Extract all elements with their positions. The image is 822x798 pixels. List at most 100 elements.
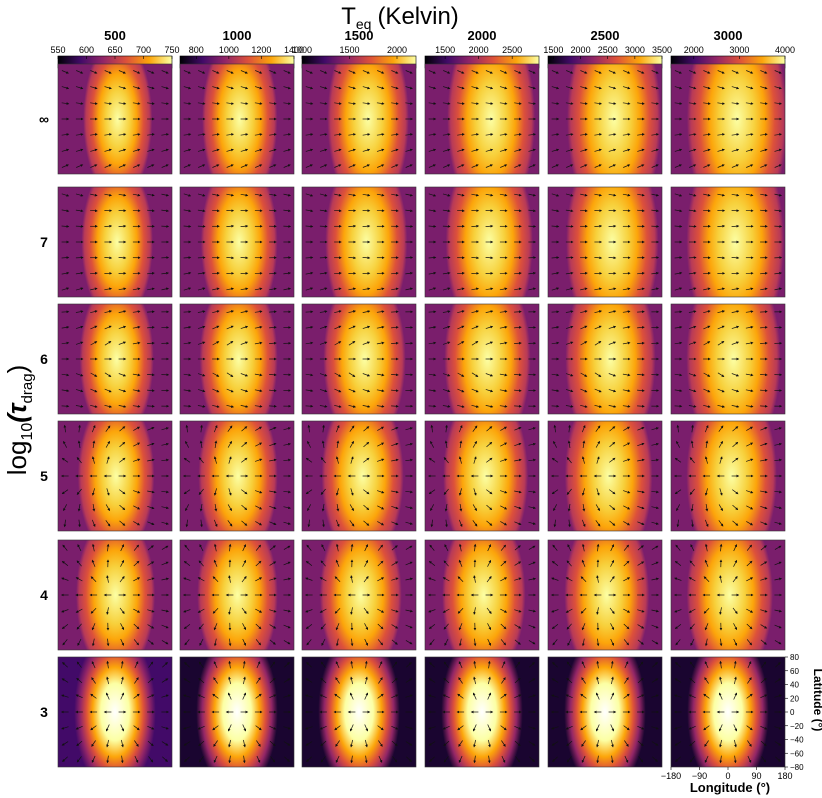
latitude-tick-label: 60 [790,667,799,676]
wind-arrow [212,388,220,393]
wind-arrow [197,271,206,275]
wind-arrow [428,209,437,213]
latitude-tick-label: 20 [790,694,799,703]
temperature-map [425,540,539,650]
wind-arrow [428,102,437,105]
wind-arrow [226,388,234,393]
wind-arrow [226,310,234,314]
wind-arrow [594,224,603,228]
panel-tau-5-teq-500 [57,656,173,768]
wind-arrow [197,341,206,345]
wind-arrow [391,70,399,74]
wind-arrow [118,70,126,74]
wind-arrow [226,133,234,136]
wind-arrow [305,287,314,291]
wind-arrow [334,341,342,346]
wind-arrow [391,310,399,314]
wind-arrow [774,102,782,105]
wind-arrow [319,325,328,329]
wind-arrow [717,70,725,74]
wind-arrow [255,70,263,74]
wind-arrow [197,404,206,408]
temperature-map [58,657,172,767]
wind-arrow [405,271,413,275]
column-header-teq-2500: 2500 [591,28,620,43]
wind-arrow [457,70,465,74]
wind-arrow [197,102,206,105]
wind-arrow [608,70,616,74]
wind-arrow [132,373,141,377]
temperature-map [548,421,662,531]
wind-arrow [674,271,683,275]
wind-arrow [760,148,768,152]
panel-tau-2-teq-500 [57,303,173,415]
temperature-map [58,64,172,174]
wind-arrow [319,389,328,393]
colorbar-tick-label: 2000 [571,45,591,55]
wind-arrow [254,373,263,377]
wind-arrow [254,389,263,393]
wind-arrow [104,133,112,136]
wind-arrow [61,193,70,197]
temperature-map [671,304,785,414]
wind-arrow [104,404,112,408]
wind-arrow [320,70,328,74]
wind-arrow [622,271,631,275]
wind-arrow [132,341,141,345]
wind-arrow [240,86,249,90]
wind-arrow [608,133,617,136]
wind-arrow [254,287,263,291]
column-header-teq-1500: 1500 [345,28,374,43]
colorbar-tick-label: 1000 [219,45,239,55]
wind-arrow [428,133,437,136]
wind-arrow [212,287,220,291]
temperature-map [180,657,294,767]
wind-arrow [580,209,588,213]
wind-arrow [75,86,84,90]
wind-arrow [514,70,522,74]
wind-arrow [608,86,617,90]
temperature-map [425,64,539,174]
wind-arrow [132,148,141,152]
wind-arrow [254,102,263,105]
wind-vectors [183,70,292,168]
wind-arrow [319,373,328,377]
wind-arrow [485,70,493,74]
wind-arrow [212,70,220,74]
wind-arrow [334,209,342,213]
wind-arrow [774,193,782,197]
wind-arrow [528,271,536,275]
wind-arrow [334,193,342,197]
wind-arrow [565,193,574,197]
wind-arrow [104,164,112,168]
wind-arrow [717,224,726,228]
wind-arrow [637,70,645,74]
wind-arrow [362,373,371,377]
wind-arrow [118,287,127,291]
wind-arrow [760,193,768,197]
wind-arrow [376,271,385,275]
wind-arrow [362,102,371,105]
wind-arrow [528,164,536,168]
wind-arrow [717,193,725,197]
wind-vectors [305,310,414,408]
wind-arrow [674,209,683,213]
wind-arrow [622,102,631,105]
row-label-0: ∞ [39,111,49,127]
wind-arrow [197,310,206,314]
temperature-map [302,304,416,414]
colorbar-tick-label: 2000 [469,45,489,55]
wind-arrow [226,224,235,228]
temperature-map [548,657,662,767]
wind-arrow [551,164,559,168]
wind-arrow [376,86,385,90]
panel-frame [547,186,663,298]
wind-arrow [133,164,141,168]
colorbar-tick-label: 1500 [339,45,359,55]
wind-arrow [183,287,192,291]
temperature-map [302,64,416,174]
wind-arrow [61,133,70,136]
wind-arrow [240,224,249,228]
wind-arrow [377,70,385,74]
wind-arrow [428,70,436,74]
